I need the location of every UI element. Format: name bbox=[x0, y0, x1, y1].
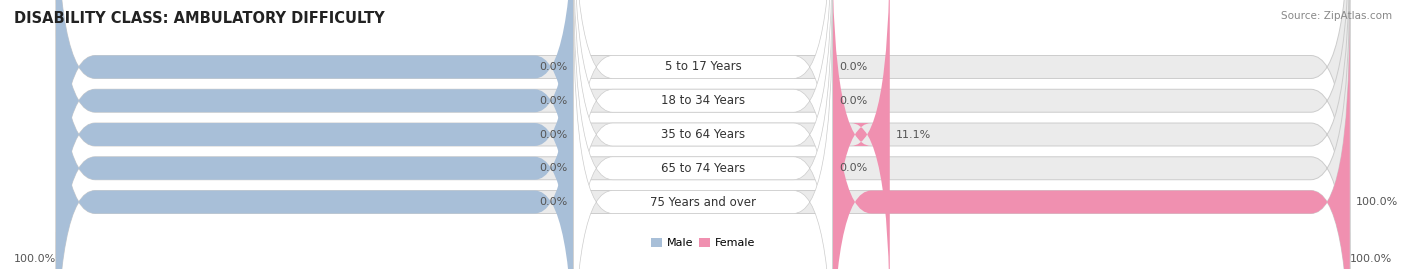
FancyBboxPatch shape bbox=[832, 0, 890, 269]
Text: 0.0%: 0.0% bbox=[839, 163, 868, 173]
Text: 0.0%: 0.0% bbox=[839, 96, 868, 106]
FancyBboxPatch shape bbox=[56, 0, 574, 269]
Text: 100.0%: 100.0% bbox=[1350, 254, 1392, 264]
Text: 0.0%: 0.0% bbox=[839, 62, 868, 72]
Text: 18 to 34 Years: 18 to 34 Years bbox=[661, 94, 745, 107]
FancyBboxPatch shape bbox=[832, 11, 1350, 269]
FancyBboxPatch shape bbox=[574, 0, 832, 269]
FancyBboxPatch shape bbox=[56, 0, 1350, 269]
Text: 100.0%: 100.0% bbox=[1357, 197, 1399, 207]
FancyBboxPatch shape bbox=[574, 0, 832, 269]
Text: 0.0%: 0.0% bbox=[538, 62, 567, 72]
Text: 75 Years and over: 75 Years and over bbox=[650, 196, 756, 208]
FancyBboxPatch shape bbox=[574, 0, 832, 258]
Text: 100.0%: 100.0% bbox=[14, 254, 56, 264]
FancyBboxPatch shape bbox=[56, 0, 1350, 269]
FancyBboxPatch shape bbox=[56, 0, 574, 258]
FancyBboxPatch shape bbox=[56, 0, 1350, 258]
Text: 5 to 17 Years: 5 to 17 Years bbox=[665, 61, 741, 73]
Text: DISABILITY CLASS: AMBULATORY DIFFICULTY: DISABILITY CLASS: AMBULATORY DIFFICULTY bbox=[14, 11, 385, 26]
Text: 0.0%: 0.0% bbox=[538, 129, 567, 140]
FancyBboxPatch shape bbox=[56, 11, 574, 269]
Legend: Male, Female: Male, Female bbox=[647, 234, 759, 253]
Text: Source: ZipAtlas.com: Source: ZipAtlas.com bbox=[1281, 11, 1392, 21]
FancyBboxPatch shape bbox=[56, 0, 574, 269]
Text: 0.0%: 0.0% bbox=[538, 163, 567, 173]
FancyBboxPatch shape bbox=[56, 11, 1350, 269]
FancyBboxPatch shape bbox=[574, 0, 832, 269]
FancyBboxPatch shape bbox=[56, 0, 1350, 269]
Text: 35 to 64 Years: 35 to 64 Years bbox=[661, 128, 745, 141]
Text: 0.0%: 0.0% bbox=[538, 96, 567, 106]
FancyBboxPatch shape bbox=[574, 11, 832, 269]
Text: 65 to 74 Years: 65 to 74 Years bbox=[661, 162, 745, 175]
FancyBboxPatch shape bbox=[56, 0, 574, 269]
Text: 0.0%: 0.0% bbox=[538, 197, 567, 207]
Text: 11.1%: 11.1% bbox=[896, 129, 932, 140]
